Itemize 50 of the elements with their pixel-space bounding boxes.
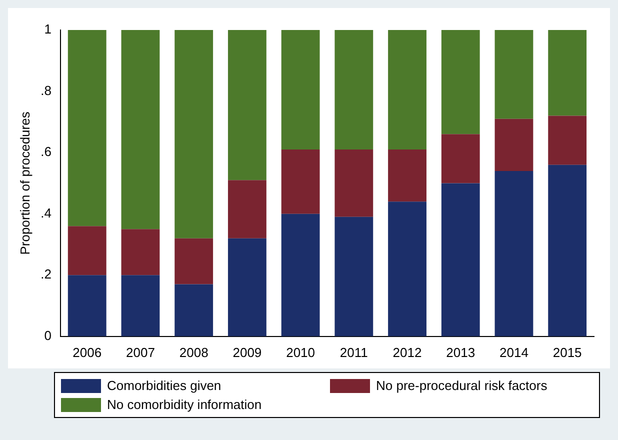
bar — [334, 216, 374, 336]
bar — [68, 226, 106, 276]
bar — [281, 30, 320, 150]
y-tick-label: .6 — [40, 144, 52, 160]
bar — [281, 214, 320, 336]
x-tick-label: 2009 — [232, 344, 262, 360]
bar — [228, 180, 266, 238]
legend-label: No comorbidity information — [107, 397, 262, 412]
bar — [388, 149, 426, 202]
bar — [174, 238, 214, 284]
bar — [548, 116, 587, 165]
bar — [548, 164, 587, 336]
bar — [388, 30, 426, 150]
bar — [121, 229, 160, 276]
bar — [68, 30, 106, 226]
bar — [494, 118, 534, 171]
x-tick-label: 2011 — [340, 344, 368, 360]
bar — [68, 275, 106, 336]
bar — [174, 30, 214, 238]
x-tick-label: 2015 — [552, 344, 582, 360]
legend-label: No pre-procedural risk factors — [376, 378, 548, 393]
x-tick-label: 2012 — [392, 344, 422, 360]
bar — [494, 30, 534, 119]
bar — [228, 238, 266, 336]
bar — [228, 30, 266, 180]
bar — [441, 183, 480, 336]
y-tick-label: 0 — [44, 328, 52, 343]
x-tick-label: 2010 — [286, 344, 316, 360]
bar — [334, 30, 374, 150]
y-axis-title: Proportion of procedures — [17, 111, 32, 255]
bar — [494, 170, 534, 336]
x-tick-label: 2008 — [179, 344, 208, 360]
y-tick-label: .4 — [40, 205, 52, 220]
bar — [441, 134, 480, 184]
x-tick-label: 2014 — [500, 344, 528, 360]
bar — [334, 149, 374, 217]
bar — [388, 202, 426, 336]
x-tick-label: 2007 — [126, 344, 155, 360]
bar — [121, 275, 160, 336]
bar — [548, 30, 587, 116]
x-tick-label: 2006 — [72, 344, 102, 360]
bar — [174, 284, 214, 336]
bar — [281, 149, 320, 214]
y-tick-label: .8 — [40, 82, 52, 98]
y-tick-label: .2 — [40, 266, 52, 282]
y-tick-label: 1 — [44, 22, 52, 37]
x-tick-label: 2013 — [446, 344, 476, 360]
legend-label: Comorbidities given — [107, 378, 222, 393]
bar — [441, 30, 480, 134]
bar — [121, 30, 160, 230]
